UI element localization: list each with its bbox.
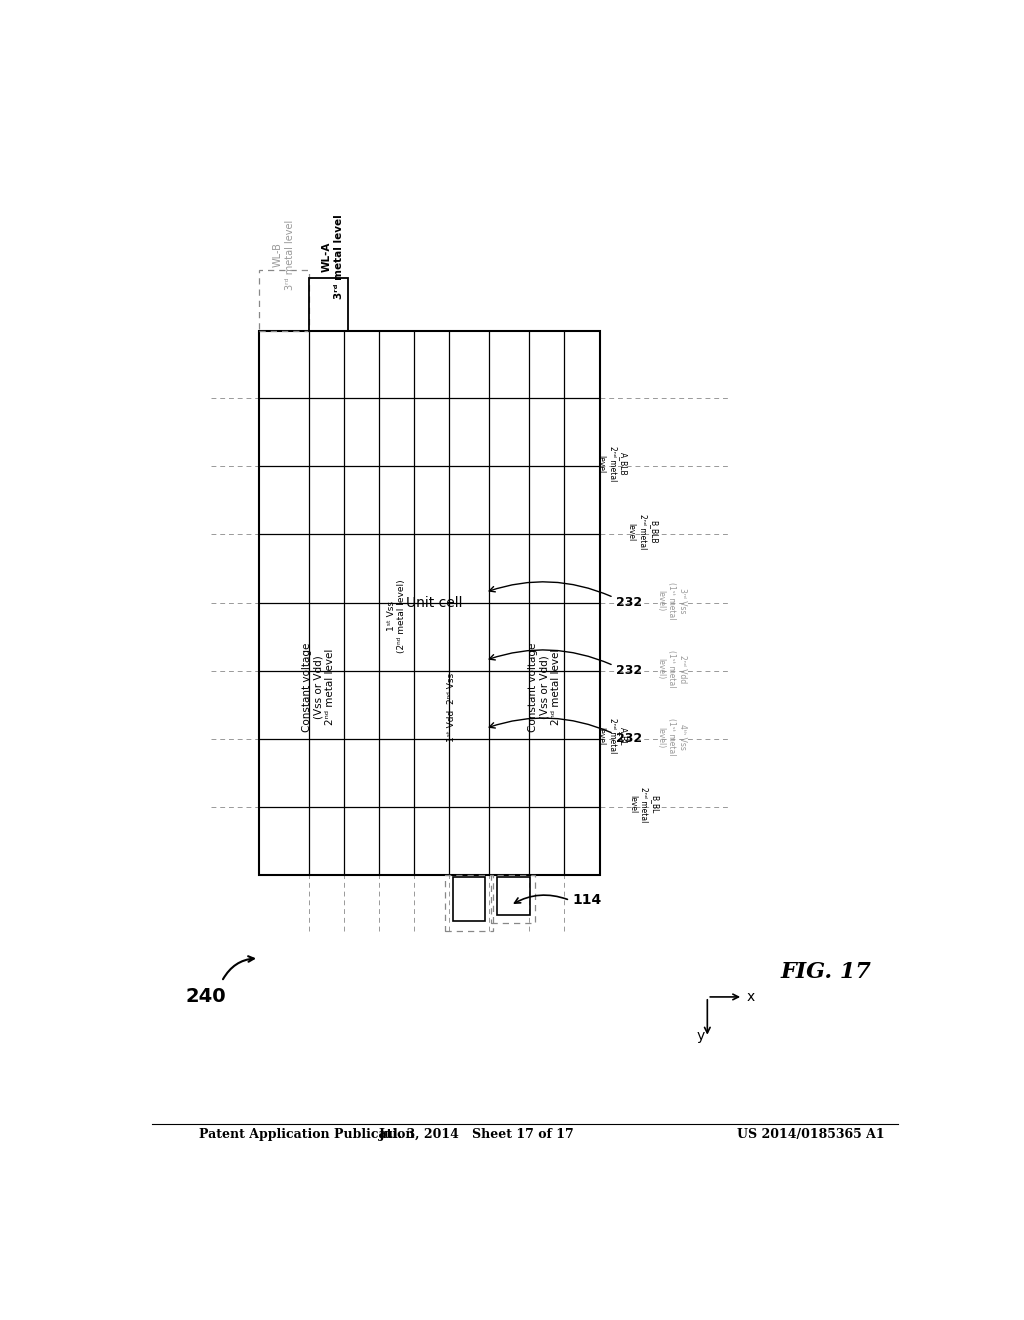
Text: 232: 232 xyxy=(616,597,642,609)
Text: A_BLB
2ⁿᵈ metal
level: A_BLB 2ⁿᵈ metal level xyxy=(597,446,628,482)
Text: y: y xyxy=(697,1028,706,1043)
Text: x: x xyxy=(748,990,756,1005)
Text: 114: 114 xyxy=(572,894,602,907)
Text: Constant voltage
(Vss or Vdd)
2ⁿᵈ metal level: Constant voltage (Vss or Vdd) 2ⁿᵈ metal … xyxy=(302,643,336,731)
Text: 4ᵗʰ Vss
(1ˢᵗ metal
level): 4ᵗʰ Vss (1ˢᵗ metal level) xyxy=(656,718,687,756)
Text: B_BL
2ⁿᵈ metal
level: B_BL 2ⁿᵈ metal level xyxy=(629,787,659,822)
Bar xyxy=(453,876,485,921)
Text: 232: 232 xyxy=(616,733,642,746)
Bar xyxy=(309,279,348,331)
Bar xyxy=(259,331,600,875)
Text: 240: 240 xyxy=(185,987,226,1006)
Text: 1ˢᵗ Vss
(2ⁿᵈ metal level): 1ˢᵗ Vss (2ⁿᵈ metal level) xyxy=(386,579,406,652)
Text: US 2014/0185365 A1: US 2014/0185365 A1 xyxy=(736,1127,885,1140)
Text: 232: 232 xyxy=(616,664,642,677)
Text: Constant voltage
(Vss or Vdd)
2ⁿᵈ metal level: Constant voltage (Vss or Vdd) 2ⁿᵈ metal … xyxy=(528,643,561,731)
Text: Unit cell: Unit cell xyxy=(406,595,462,610)
Text: 3ʳᵈ Vss
(1ˢᵗ metal
level): 3ʳᵈ Vss (1ˢᵗ metal level) xyxy=(656,582,687,619)
Text: 1ˢᵗ Vdd  2ⁿᵈ Vss: 1ˢᵗ Vdd 2ⁿᵈ Vss xyxy=(446,673,456,742)
Bar xyxy=(497,876,529,915)
Bar xyxy=(259,271,309,331)
Text: Patent Application Publication: Patent Application Publication xyxy=(200,1127,415,1140)
Bar xyxy=(444,875,494,931)
Text: WL-A
3ʳᵈ metal level: WL-A 3ʳᵈ metal level xyxy=(322,214,343,300)
Text: Jul. 3, 2014   Sheet 17 of 17: Jul. 3, 2014 Sheet 17 of 17 xyxy=(379,1127,575,1140)
Text: A_BL
2ⁿᵈ metal
level: A_BL 2ⁿᵈ metal level xyxy=(597,718,628,754)
Text: FIG. 17: FIG. 17 xyxy=(781,961,871,982)
Text: WL-B
3ʳᵈ metal level: WL-B 3ʳᵈ metal level xyxy=(273,219,295,289)
Bar xyxy=(492,875,536,923)
Text: 2ⁿᵈ Vdd
(1ˢᵗ metal
level): 2ⁿᵈ Vdd (1ˢᵗ metal level) xyxy=(656,651,687,688)
Text: B_BLB
2ⁿᵈ metal
level: B_BLB 2ⁿᵈ metal level xyxy=(627,515,657,549)
